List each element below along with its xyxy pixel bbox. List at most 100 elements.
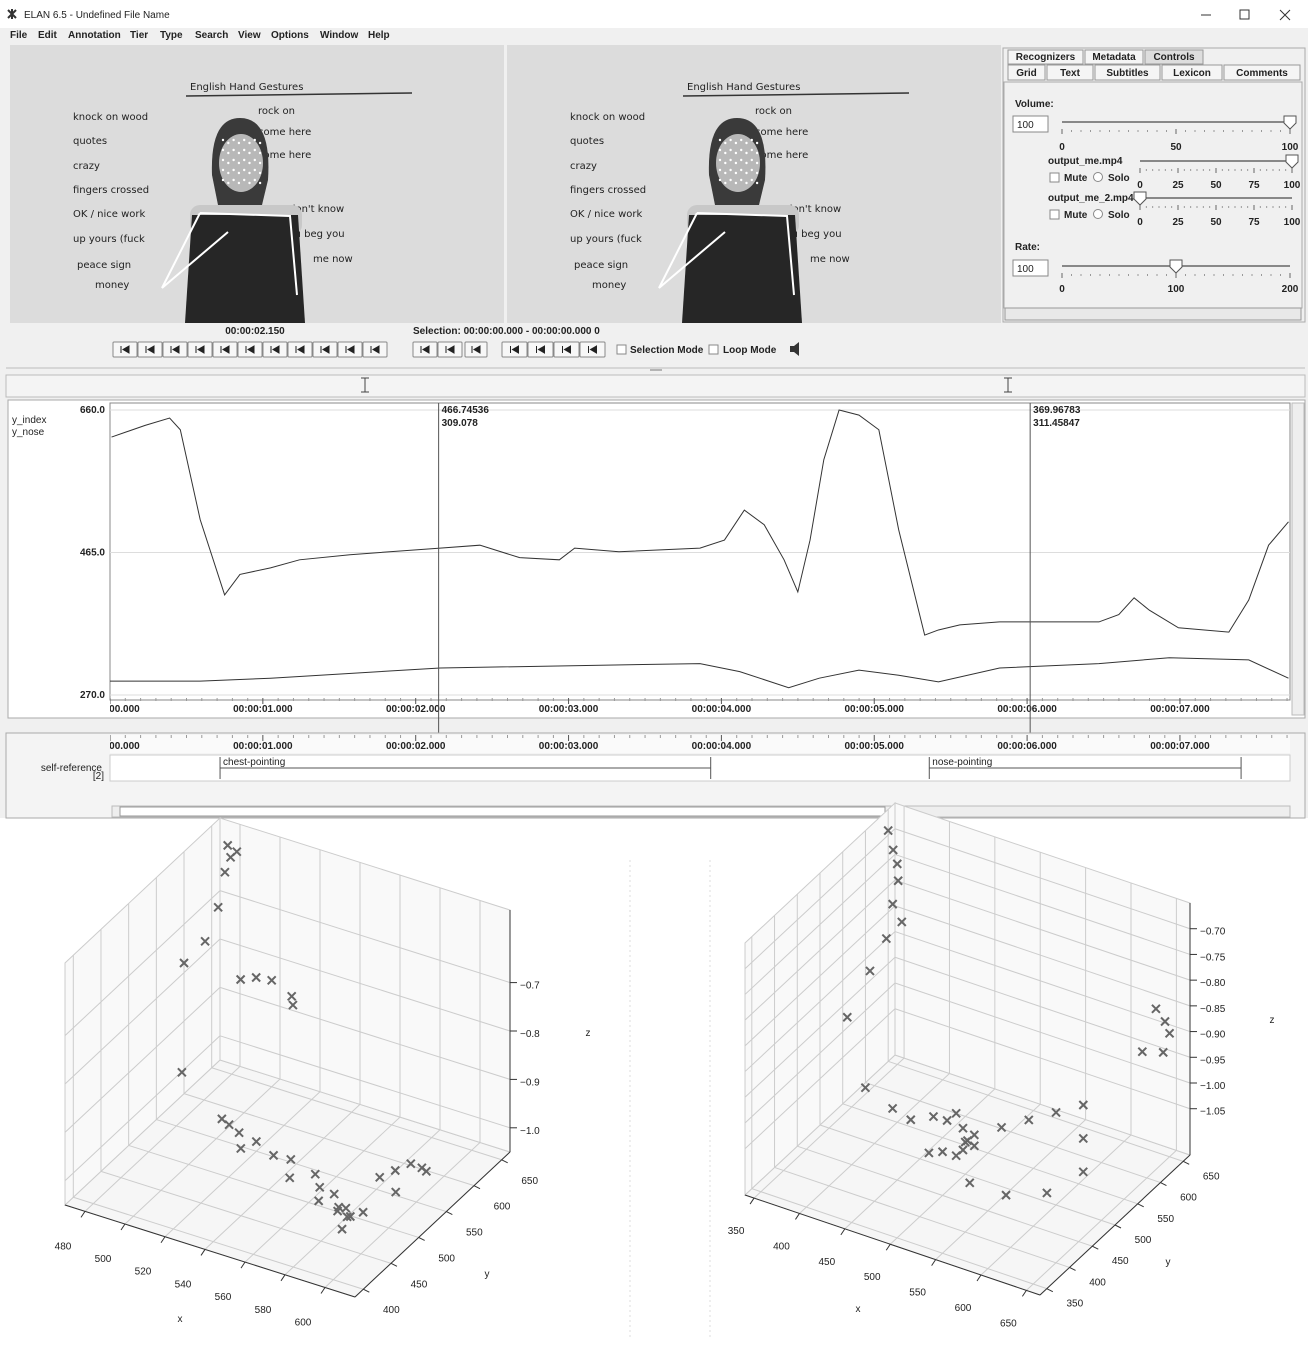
- face-landmark: [745, 152, 747, 154]
- x-tick-label: 480: [55, 1241, 72, 1252]
- board-text: I beg you: [795, 229, 842, 240]
- slider-tick-label: 0: [1059, 142, 1065, 153]
- x-tick-label: 00:00:06.000: [997, 741, 1057, 752]
- board-title: English Hand Gestures: [190, 82, 303, 93]
- face-landmark: [248, 182, 250, 184]
- menu-item[interactable]: Type: [160, 30, 183, 41]
- panel-scrollbar[interactable]: [1005, 308, 1301, 320]
- x-tick-label: 00:00:02.000: [386, 741, 446, 752]
- face-landmark: [719, 179, 721, 181]
- mute-checkbox[interactable]: [1050, 173, 1059, 182]
- annotation-label: chest-pointing: [223, 757, 285, 768]
- x-tick: [795, 1213, 799, 1219]
- menu-item[interactable]: Options: [271, 30, 309, 41]
- slider-tick-label: 0: [1137, 180, 1143, 191]
- menu-item[interactable]: Tier: [130, 30, 148, 41]
- face-landmark: [729, 139, 731, 141]
- volume-label: Volume:: [1015, 99, 1054, 110]
- face-landmark: [227, 162, 229, 164]
- face-landmark: [735, 152, 737, 154]
- face-landmark: [756, 172, 758, 174]
- face-landmark: [745, 162, 747, 164]
- slider-tick-label: 100: [1168, 284, 1185, 295]
- face-landmark: [756, 142, 758, 144]
- x-tick-label: 500: [95, 1254, 112, 1265]
- face-landmark: [719, 139, 721, 141]
- board-title: English Hand Gestures: [687, 82, 800, 93]
- x-tick-label: 00:00:04.000: [692, 741, 752, 752]
- tab-label[interactable]: Controls: [1153, 52, 1195, 63]
- tab-label[interactable]: Metadata: [1092, 52, 1136, 63]
- x-tick-label: 540: [175, 1279, 192, 1290]
- menu-item[interactable]: Annotation: [68, 30, 121, 41]
- x-axis-label: x: [856, 1304, 861, 1315]
- face-landmark: [222, 159, 224, 161]
- solo-radio[interactable]: [1094, 210, 1103, 219]
- board-text: knock on wood: [73, 112, 148, 123]
- slider-tick-label: 50: [1170, 142, 1182, 153]
- vertical-scrollbar[interactable]: [1292, 403, 1304, 715]
- y-tick: [446, 1212, 452, 1215]
- menu-item[interactable]: Search: [195, 30, 228, 41]
- tab-label[interactable]: Recognizers: [1016, 52, 1076, 63]
- board-text: peace sign: [77, 260, 131, 271]
- slider-tick-label: 100: [1284, 217, 1301, 228]
- slider-tick-label: 25: [1172, 180, 1184, 191]
- x-tick: [161, 1237, 165, 1243]
- face-landmark: [259, 142, 261, 144]
- z-tick-label: −1.0: [520, 1126, 540, 1137]
- face-landmark: [740, 169, 742, 171]
- face-landmark: [735, 182, 737, 184]
- face-landmark: [745, 142, 747, 144]
- z-tick-label: −0.95: [1200, 1055, 1226, 1066]
- y-tick: [1183, 1161, 1189, 1164]
- face-landmark: [745, 182, 747, 184]
- tab-label[interactable]: Comments: [1236, 68, 1288, 79]
- menu-item[interactable]: File: [10, 30, 28, 41]
- loop-mode-label: Loop Mode: [723, 345, 777, 356]
- face-landmark: [227, 152, 229, 154]
- scroll-thumb[interactable]: [120, 807, 885, 816]
- face-landmark: [259, 162, 261, 164]
- face-landmark: [745, 172, 747, 174]
- y-tick-label: 660.0: [80, 405, 105, 416]
- person-dress: [185, 215, 305, 323]
- tab-label[interactable]: Text: [1060, 68, 1080, 79]
- y-tick-label: 465.0: [80, 548, 105, 559]
- mute-checkbox[interactable]: [1050, 210, 1059, 219]
- menu-item[interactable]: Window: [320, 30, 358, 41]
- x-tick: [977, 1275, 981, 1281]
- slider-tick-label: 75: [1248, 180, 1260, 191]
- z-tick-label: −0.80: [1200, 978, 1226, 989]
- tab-label[interactable]: Grid: [1016, 68, 1037, 79]
- loop-mode-checkbox[interactable]: [709, 345, 718, 354]
- face-landmark: [751, 159, 753, 161]
- track-name: y_index: [12, 415, 46, 426]
- overview-ruler: [6, 375, 1305, 397]
- x-tick-label: 00:00:07.000: [1150, 704, 1210, 715]
- tier-count: [2]: [93, 771, 104, 782]
- tab-label[interactable]: Lexicon: [1173, 68, 1211, 79]
- face-landmark: [248, 152, 250, 154]
- board-text: come here: [258, 127, 311, 138]
- y-tick-label: 500: [438, 1253, 455, 1264]
- menu-item[interactable]: Help: [368, 30, 390, 41]
- y-tick-label: 650: [1203, 1171, 1220, 1182]
- y-tick: [1070, 1267, 1076, 1270]
- menu-item[interactable]: Edit: [38, 30, 58, 41]
- slider-tick-label: 100: [1284, 180, 1301, 191]
- board-text: knock on wood: [570, 112, 645, 123]
- y-tick-label: 600: [494, 1202, 511, 1213]
- selection-mode-checkbox[interactable]: [617, 345, 626, 354]
- slider-tick-label: 100: [1282, 142, 1299, 153]
- x-tick: [81, 1211, 85, 1217]
- menu-item[interactable]: View: [238, 30, 261, 41]
- solo-radio[interactable]: [1094, 173, 1103, 182]
- z-tick-label: −0.75: [1200, 952, 1226, 963]
- face-landmark: [232, 139, 234, 141]
- y-tick-label: 450: [1112, 1256, 1129, 1267]
- z-tick-label: −0.9: [520, 1077, 540, 1088]
- z-axis-label: z: [1270, 1015, 1275, 1026]
- tab-label[interactable]: Subtitles: [1106, 68, 1149, 79]
- y-tick: [363, 1289, 369, 1292]
